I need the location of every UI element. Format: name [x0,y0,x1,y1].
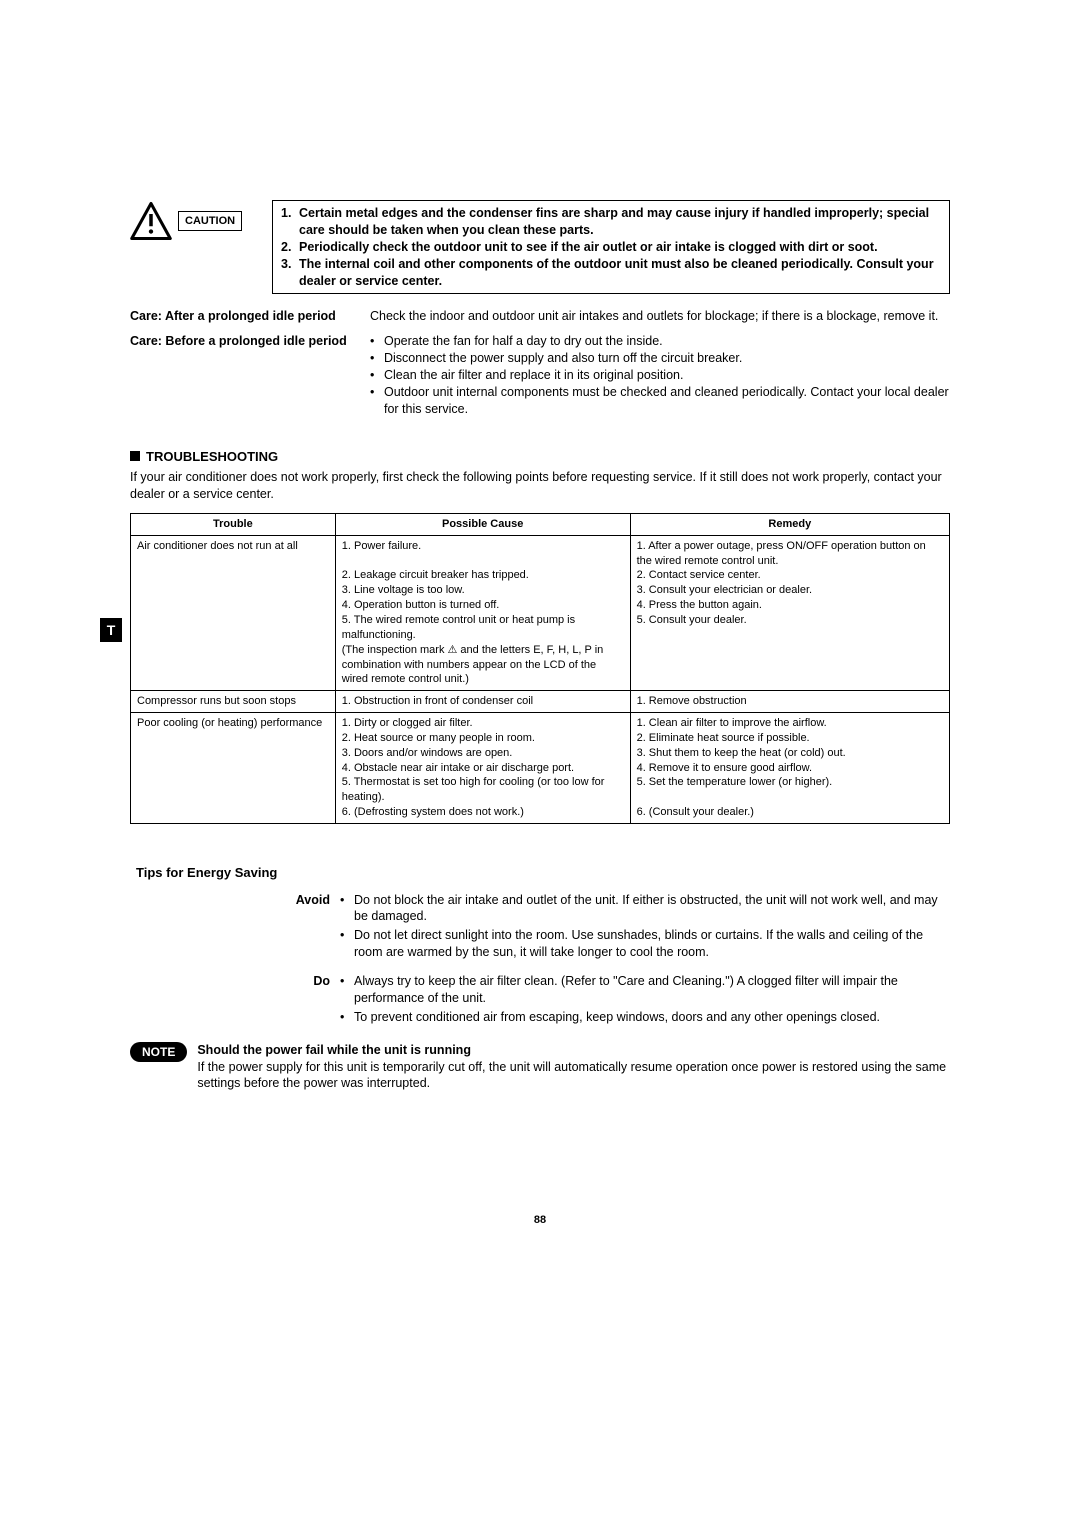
care-after-text: Check the indoor and outdoor unit air in… [370,308,950,325]
caution-block: CAUTION 1.Certain metal edges and the co… [130,200,950,294]
table-row: Air conditioner does not run at all1. Po… [131,535,950,690]
cell-remedy: 1. Remove obstruction [630,691,949,713]
note-title: Should the power fail while the unit is … [197,1042,950,1059]
tips-do-list: •Always try to keep the air filter clean… [340,973,950,1028]
care-before-list: •Operate the fan for half a day to dry o… [370,333,950,417]
troubleshooting-intro: If your air conditioner does not work pr… [130,469,950,503]
tips-do-label: Do [130,973,340,1028]
troubleshooting-heading-text: TROUBLESHOOTING [146,448,278,466]
caution-label: CAUTION [178,211,242,232]
care-before-item-1: Operate the fan for half a day to dry ou… [384,333,663,350]
caution-item-3: The internal coil and other components o… [299,256,941,290]
tips-avoid-row: Avoid •Do not block the air intake and o… [130,892,950,964]
caution-left: CAUTION [130,200,260,242]
cell-remedy: 1. After a power outage, press ON/OFF op… [630,535,949,690]
tips-avoid-item-2: Do not let direct sunlight into the room… [354,927,950,961]
tips-heading-text: Tips for Energy Saving [136,864,277,882]
care-before-row: Care: Before a prolonged idle period •Op… [130,333,950,417]
care-after-row: Care: After a prolonged idle period Chec… [130,308,950,325]
cell-cause: 1. Dirty or clogged air filter. 2. Heat … [335,713,630,824]
tips-avoid-list: •Do not block the air intake and outlet … [340,892,950,964]
tips-do-row: Do •Always try to keep the air filter cl… [130,973,950,1028]
cell-cause: 1. Power failure. 2. Leakage circuit bre… [335,535,630,690]
table-row: Compressor runs but soon stops1. Obstruc… [131,691,950,713]
care-before-item-4: Outdoor unit internal components must be… [384,384,950,418]
col-remedy: Remedy [630,513,949,535]
cell-trouble: Air conditioner does not run at all [131,535,336,690]
care-before-item-3: Clean the air filter and replace it in i… [384,367,683,384]
cell-remedy: 1. Clean air filter to improve the airfl… [630,713,949,824]
page-number: 88 [0,1213,1080,1228]
caution-list: 1.Certain metal edges and the condenser … [272,200,950,294]
note-block: NOTE Should the power fail while the uni… [130,1042,950,1093]
tips-heading: Tips for Energy Saving [130,864,950,882]
col-cause: Possible Cause [335,513,630,535]
tips-do-item-2: To prevent conditioned air from escaping… [354,1009,880,1026]
tips-do-item-1: Always try to keep the air filter clean.… [354,973,950,1007]
warning-icon [130,200,172,242]
cell-cause: 1. Obstruction in front of condenser coi… [335,691,630,713]
note-badge: NOTE [130,1042,187,1062]
table-row: Poor cooling (or heating) performance1. … [131,713,950,824]
tips-avoid-label: Avoid [130,892,340,964]
troubleshooting-heading: TROUBLESHOOTING [130,448,950,466]
square-bullet-icon [130,451,140,461]
caution-item-1: Certain metal edges and the condenser fi… [299,205,941,239]
side-tab: T [100,618,122,642]
care-before-item-2: Disconnect the power supply and also tur… [384,350,742,367]
care-after-label: Care: After a prolonged idle period [130,308,370,325]
cell-trouble: Compressor runs but soon stops [131,691,336,713]
troubleshooting-table: Trouble Possible Cause Remedy Air condit… [130,513,950,824]
col-trouble: Trouble [131,513,336,535]
caution-item-2: Periodically check the outdoor unit to s… [299,239,878,256]
cell-trouble: Poor cooling (or heating) performance [131,713,336,824]
care-before-label: Care: Before a prolonged idle period [130,333,370,417]
tips-avoid-item-1: Do not block the air intake and outlet o… [354,892,950,926]
note-content: Should the power fail while the unit is … [197,1042,950,1093]
note-body: If the power supply for this unit is tem… [197,1059,950,1093]
